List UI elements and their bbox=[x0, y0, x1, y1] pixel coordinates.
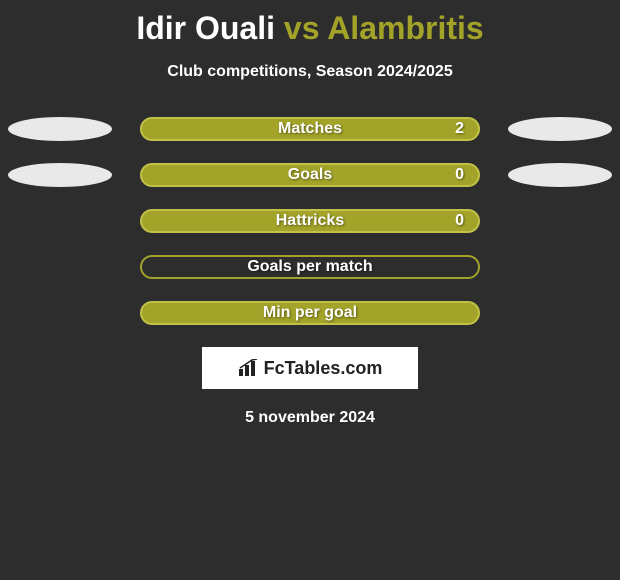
stat-label: Matches bbox=[278, 120, 342, 138]
comparison-title: Idir Ouali vs Alambritis bbox=[0, 0, 620, 47]
stat-row: Matches 2 bbox=[0, 117, 620, 141]
date-text: 5 november 2024 bbox=[0, 409, 620, 427]
stat-value: 0 bbox=[455, 212, 464, 230]
fctables-logo: FcTables.com bbox=[238, 358, 383, 379]
stat-label: Goals per match bbox=[247, 258, 372, 276]
stat-rows: Matches 2 Goals 0 Hattricks 0 Goals per match M… bbox=[0, 117, 620, 325]
stat-bar: Matches 2 bbox=[140, 117, 480, 141]
stat-row: Goals 0 bbox=[0, 163, 620, 187]
stat-row: Min per goal bbox=[0, 301, 620, 325]
stat-bar: Goals per match bbox=[140, 255, 480, 279]
logo-text: FcTables.com bbox=[264, 358, 383, 379]
stat-row: Hattricks 0 bbox=[0, 209, 620, 233]
logo-box: FcTables.com bbox=[202, 347, 418, 389]
vs-word: vs bbox=[284, 10, 320, 46]
player1-name: Idir Ouali bbox=[136, 10, 275, 46]
left-ellipse bbox=[8, 163, 112, 187]
stat-label: Goals bbox=[288, 166, 332, 184]
right-ellipse bbox=[508, 117, 612, 141]
stat-row: Goals per match bbox=[0, 255, 620, 279]
stat-bar: Hattricks 0 bbox=[140, 209, 480, 233]
subtitle: Club competitions, Season 2024/2025 bbox=[0, 63, 620, 81]
stat-bar: Min per goal bbox=[140, 301, 480, 325]
right-ellipse bbox=[508, 163, 612, 187]
player2-name: Alambritis bbox=[327, 10, 483, 46]
left-ellipse bbox=[8, 117, 112, 141]
stat-value: 0 bbox=[455, 166, 464, 184]
chart-icon bbox=[238, 359, 260, 377]
stat-label: Min per goal bbox=[263, 304, 357, 322]
stat-label: Hattricks bbox=[276, 212, 344, 230]
stat-value: 2 bbox=[455, 120, 464, 138]
stat-bar: Goals 0 bbox=[140, 163, 480, 187]
